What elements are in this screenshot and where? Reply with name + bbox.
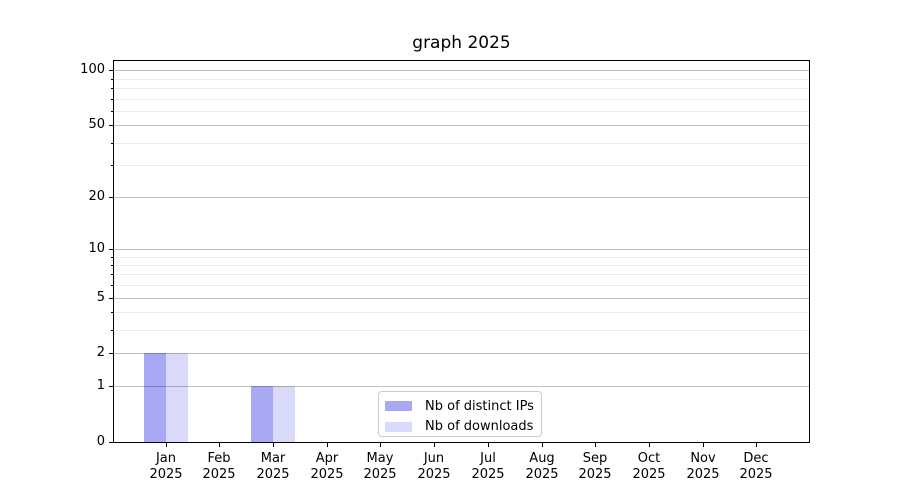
gridline-minor <box>114 110 809 112</box>
gridline-minor <box>114 98 809 100</box>
gridline-minor <box>114 285 809 287</box>
legend-label: Nb of distinct IPs <box>425 398 534 414</box>
y-tick-minor <box>110 111 113 112</box>
y-tick-label: 1 <box>96 378 105 393</box>
y-tick-minor <box>110 99 113 100</box>
gridline-major <box>114 353 809 355</box>
x-tick-label: Jun 2025 <box>417 451 451 482</box>
gridline-major <box>114 196 809 198</box>
x-tick-label: Feb 2025 <box>202 451 236 482</box>
y-tick-minor <box>110 257 113 258</box>
x-tick <box>273 443 274 447</box>
y-tick-minor <box>110 274 113 275</box>
y-tick-label: 5 <box>96 290 105 305</box>
y-tick-label: 10 <box>88 241 105 256</box>
y-tick-minor <box>110 312 113 313</box>
y-tick-minor <box>110 79 113 80</box>
gridline-minor <box>114 264 809 266</box>
x-tick <box>219 443 220 447</box>
y-tick-minor <box>110 165 113 166</box>
x-tick <box>380 443 381 447</box>
x-tick <box>542 443 543 447</box>
y-tick <box>109 353 113 354</box>
gridline-minor <box>114 312 809 314</box>
gridline-minor <box>114 256 809 258</box>
y-tick-label: 20 <box>88 189 105 204</box>
x-tick <box>327 443 328 447</box>
x-tick-label: Jul 2025 <box>471 451 505 482</box>
y-tick-minor <box>110 143 113 144</box>
x-tick-label: Aug 2025 <box>525 451 559 482</box>
x-tick-label: Sep 2025 <box>578 451 612 482</box>
legend-row: Nb of distinct IPs <box>385 396 534 416</box>
y-tick-minor <box>110 265 113 266</box>
x-tick <box>649 443 650 447</box>
legend-swatch-nb-of-downloads <box>385 421 412 432</box>
gridline-major <box>114 70 809 72</box>
gridline-minor <box>114 142 809 144</box>
x-tick <box>595 443 596 447</box>
gridline-minor <box>114 274 809 276</box>
gridline-minor <box>114 87 809 89</box>
chart-title: graph 2025 <box>412 33 511 53</box>
legend: Nb of distinct IPs Nb of downloads <box>378 391 542 437</box>
gridline-major <box>114 297 809 299</box>
y-tick-label: 50 <box>88 117 105 132</box>
x-tick <box>488 443 489 447</box>
y-tick <box>109 249 113 250</box>
gridline-major <box>114 248 809 250</box>
bar-nb-of-distinct-ips <box>143 353 166 442</box>
y-tick-label: 100 <box>80 62 105 77</box>
y-tick-minor <box>110 330 113 331</box>
y-tick-label: 0 <box>96 434 105 449</box>
x-tick-label: Jan 2025 <box>149 451 183 482</box>
legend-label: Nb of downloads <box>425 419 534 434</box>
y-tick-label: 2 <box>96 345 105 360</box>
legend-row: Nb of downloads <box>385 417 533 437</box>
x-tick <box>166 443 167 447</box>
y-tick <box>109 386 113 387</box>
y-tick <box>109 442 113 443</box>
x-tick-label: Apr 2025 <box>310 451 344 482</box>
gridline-minor <box>114 165 809 167</box>
x-tick-label: Dec 2025 <box>739 451 773 482</box>
y-tick <box>109 70 113 71</box>
gridline-minor <box>114 330 809 332</box>
x-tick <box>756 443 757 447</box>
x-tick <box>703 443 704 447</box>
gridline-major <box>114 386 809 388</box>
x-tick-label: Mar 2025 <box>256 451 290 482</box>
y-tick <box>109 125 113 126</box>
x-tick-label: Oct 2025 <box>632 451 666 482</box>
y-tick-minor <box>110 285 113 286</box>
y-tick <box>109 197 113 198</box>
y-tick-minor <box>110 88 113 89</box>
bar-nb-of-downloads <box>272 386 295 442</box>
legend-swatch-nb-of-distinct-ips <box>385 401 412 411</box>
bar-nb-of-downloads <box>165 353 188 442</box>
bar-nb-of-distinct-ips <box>250 386 273 442</box>
gridline-major <box>114 125 809 127</box>
x-tick-label: May 2025 <box>363 451 397 482</box>
x-tick <box>434 443 435 447</box>
plot-area <box>113 60 810 443</box>
x-tick-label: Nov 2025 <box>686 451 720 482</box>
gridline-minor <box>114 78 809 80</box>
y-tick <box>109 298 113 299</box>
